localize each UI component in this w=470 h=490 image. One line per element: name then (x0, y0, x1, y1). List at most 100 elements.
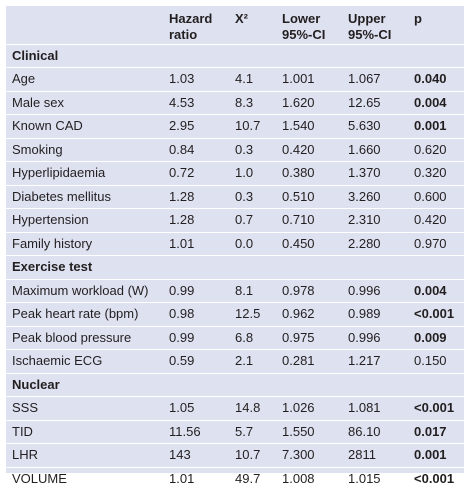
upper-ci-cell: 2811 (342, 443, 408, 467)
p-value-cell: 0.004 (408, 90, 464, 115)
upper-ci-cell: 1.660 (342, 137, 408, 162)
header-variable (6, 6, 163, 44)
header-p-value: p (414, 11, 422, 26)
p-value-cell: 0.004 (408, 278, 464, 303)
lower-ci-cell: 1.026 (276, 396, 342, 420)
p-value-cell: 0.970 (408, 231, 464, 256)
table-row: Diabetes mellitus 1.28 0.3 0.510 3.260 0.600 (6, 184, 464, 209)
hazard-ratio-cell: 0.84 (163, 137, 229, 162)
upper-ci-cell: 1.370 (342, 161, 408, 185)
p-value-cell: <0.001 (408, 396, 464, 420)
hazard-ratio-cell: 11.56 (163, 419, 229, 444)
hazard-ratio-cell: 1.05 (163, 396, 229, 420)
section-title: Clinical (6, 43, 464, 68)
upper-ci-cell: 0.996 (342, 325, 408, 350)
variable-cell: Smoking (6, 137, 163, 162)
upper-ci-cell: 86.10 (342, 419, 408, 444)
table-row: Peak heart rate (bpm) 0.98 12.5 0.962 0.989 <… (6, 302, 464, 326)
p-value-cell: 0.001 (408, 114, 464, 138)
variable-cell: Peak blood pressure (6, 325, 163, 350)
hazard-ratio-cell: 1.03 (163, 67, 229, 91)
upper-ci-cell: 0.996 (342, 278, 408, 303)
table-row: Age 1.03 4.1 1.001 1.067 0.040 (6, 67, 464, 91)
p-value-cell: 0.150 (408, 349, 464, 373)
chi-square-cell: 0.7 (229, 208, 276, 232)
hazard-ratio-cell: 0.72 (163, 161, 229, 185)
p-value-cell: <0.001 (408, 302, 464, 326)
lower-ci-cell: 1.540 (276, 114, 342, 138)
lower-ci-cell: 0.975 (276, 325, 342, 350)
header-lower-ci: Lower 95%-CI (282, 11, 326, 42)
table-row: Hypertension 1.28 0.7 0.710 2.310 0.420 (6, 208, 464, 232)
hazard-ratio-cell: 0.99 (163, 278, 229, 303)
variable-cell: Family history (6, 231, 163, 256)
lower-ci-cell: 0.420 (276, 137, 342, 162)
chi-square-cell: 0.0 (229, 231, 276, 256)
table-row: Hyperlipidaemia 0.72 1.0 0.380 1.370 0.320 (6, 161, 464, 185)
chi-square-cell: 12.5 (229, 302, 276, 326)
p-value-cell: 0.009 (408, 325, 464, 350)
hazard-ratio-table: Hazard ratio X² Lower 95%-CI Upper 95%-C… (6, 6, 464, 490)
section-title: Exercise test (6, 255, 464, 279)
header-chi-square: X² (235, 11, 248, 26)
variable-cell: Hyperlipidaemia (6, 161, 163, 185)
p-value-cell: 0.001 (408, 443, 464, 467)
hazard-ratio-cell: 0.98 (163, 302, 229, 326)
chi-square-cell: 10.7 (229, 114, 276, 138)
variable-cell: LHR (6, 443, 163, 467)
variable-cell: Male sex (6, 90, 163, 115)
variable-cell: Ischaemic ECG (6, 349, 163, 373)
upper-ci-cell: 12.65 (342, 90, 408, 115)
upper-ci-cell: 1.067 (342, 67, 408, 91)
lower-ci-cell: 0.281 (276, 349, 342, 373)
section-row: Clinical (6, 43, 464, 68)
chi-square-cell: 2.1 (229, 349, 276, 373)
p-value-cell: 0.620 (408, 137, 464, 162)
section-row: Exercise test (6, 255, 464, 279)
variable-cell: Hypertension (6, 208, 163, 232)
variable-cell: Age (6, 67, 163, 91)
chi-square-cell: 0.3 (229, 184, 276, 209)
lower-ci-cell: 1.620 (276, 90, 342, 115)
variable-cell: Peak heart rate (bpm) (6, 302, 163, 326)
chi-square-cell: 8.3 (229, 90, 276, 115)
hazard-ratio-cell: 2.95 (163, 114, 229, 138)
lower-ci-cell: 0.710 (276, 208, 342, 232)
hazard-ratio-cell: 1.01 (163, 231, 229, 256)
table-row: Ischaemic ECG 0.59 2.1 0.281 1.217 0.150 (6, 349, 464, 373)
table-row: Family history 1.01 0.0 0.450 2.280 0.970 (6, 231, 464, 256)
section-title: Nuclear (6, 372, 464, 397)
chi-square-cell: 8.1 (229, 278, 276, 303)
lower-ci-cell: 1.001 (276, 67, 342, 91)
hazard-ratio-cell: 0.59 (163, 349, 229, 373)
hazard-ratio-cell: 0.99 (163, 325, 229, 350)
lower-ci-cell: 0.962 (276, 302, 342, 326)
upper-ci-cell: 2.280 (342, 231, 408, 256)
chi-square-cell: 14.8 (229, 396, 276, 420)
upper-ci-cell: 5.630 (342, 114, 408, 138)
lower-ci-cell: 7.300 (276, 443, 342, 467)
lower-ci-cell: 0.380 (276, 161, 342, 185)
header-hazard-ratio: Hazard ratio (169, 11, 213, 42)
hazard-ratio-cell: 1.28 (163, 208, 229, 232)
hazard-ratio-cell: 143 (163, 443, 229, 467)
table-row: LHR 143 10.7 7.300 2811 0.001 (6, 443, 464, 467)
table-row: SSS 1.05 14.8 1.026 1.081 <0.001 (6, 396, 464, 420)
chi-square-cell: 5.7 (229, 419, 276, 444)
p-value-cell: 0.420 (408, 208, 464, 232)
table-body: Clinical Age 1.03 4.1 1.001 1.067 0.040 Male se… (6, 43, 464, 490)
table-row: Maximum workload (W) 0.99 8.1 0.978 0.996 0.0… (6, 278, 464, 303)
hazard-ratio-cell: 1.28 (163, 184, 229, 209)
table-row: Peak blood pressure 0.99 6.8 0.975 0.996 0.00… (6, 325, 464, 350)
section-row: Nuclear (6, 372, 464, 397)
header-upper-ci: Upper 95%-CI (348, 11, 392, 42)
upper-ci-cell: 0.989 (342, 302, 408, 326)
lower-ci-cell: 1.550 (276, 419, 342, 444)
lower-ci-cell: 0.510 (276, 184, 342, 209)
table-row: Smoking 0.84 0.3 0.420 1.660 0.620 (6, 137, 464, 162)
table-row: TID 11.56 5.7 1.550 86.10 0.017 (6, 419, 464, 444)
chi-square-cell: 4.1 (229, 67, 276, 91)
table-row: Known CAD 2.95 10.7 1.540 5.630 0.001 (6, 114, 464, 138)
variable-cell: Maximum workload (W) (6, 278, 163, 303)
upper-ci-cell: 1.081 (342, 396, 408, 420)
